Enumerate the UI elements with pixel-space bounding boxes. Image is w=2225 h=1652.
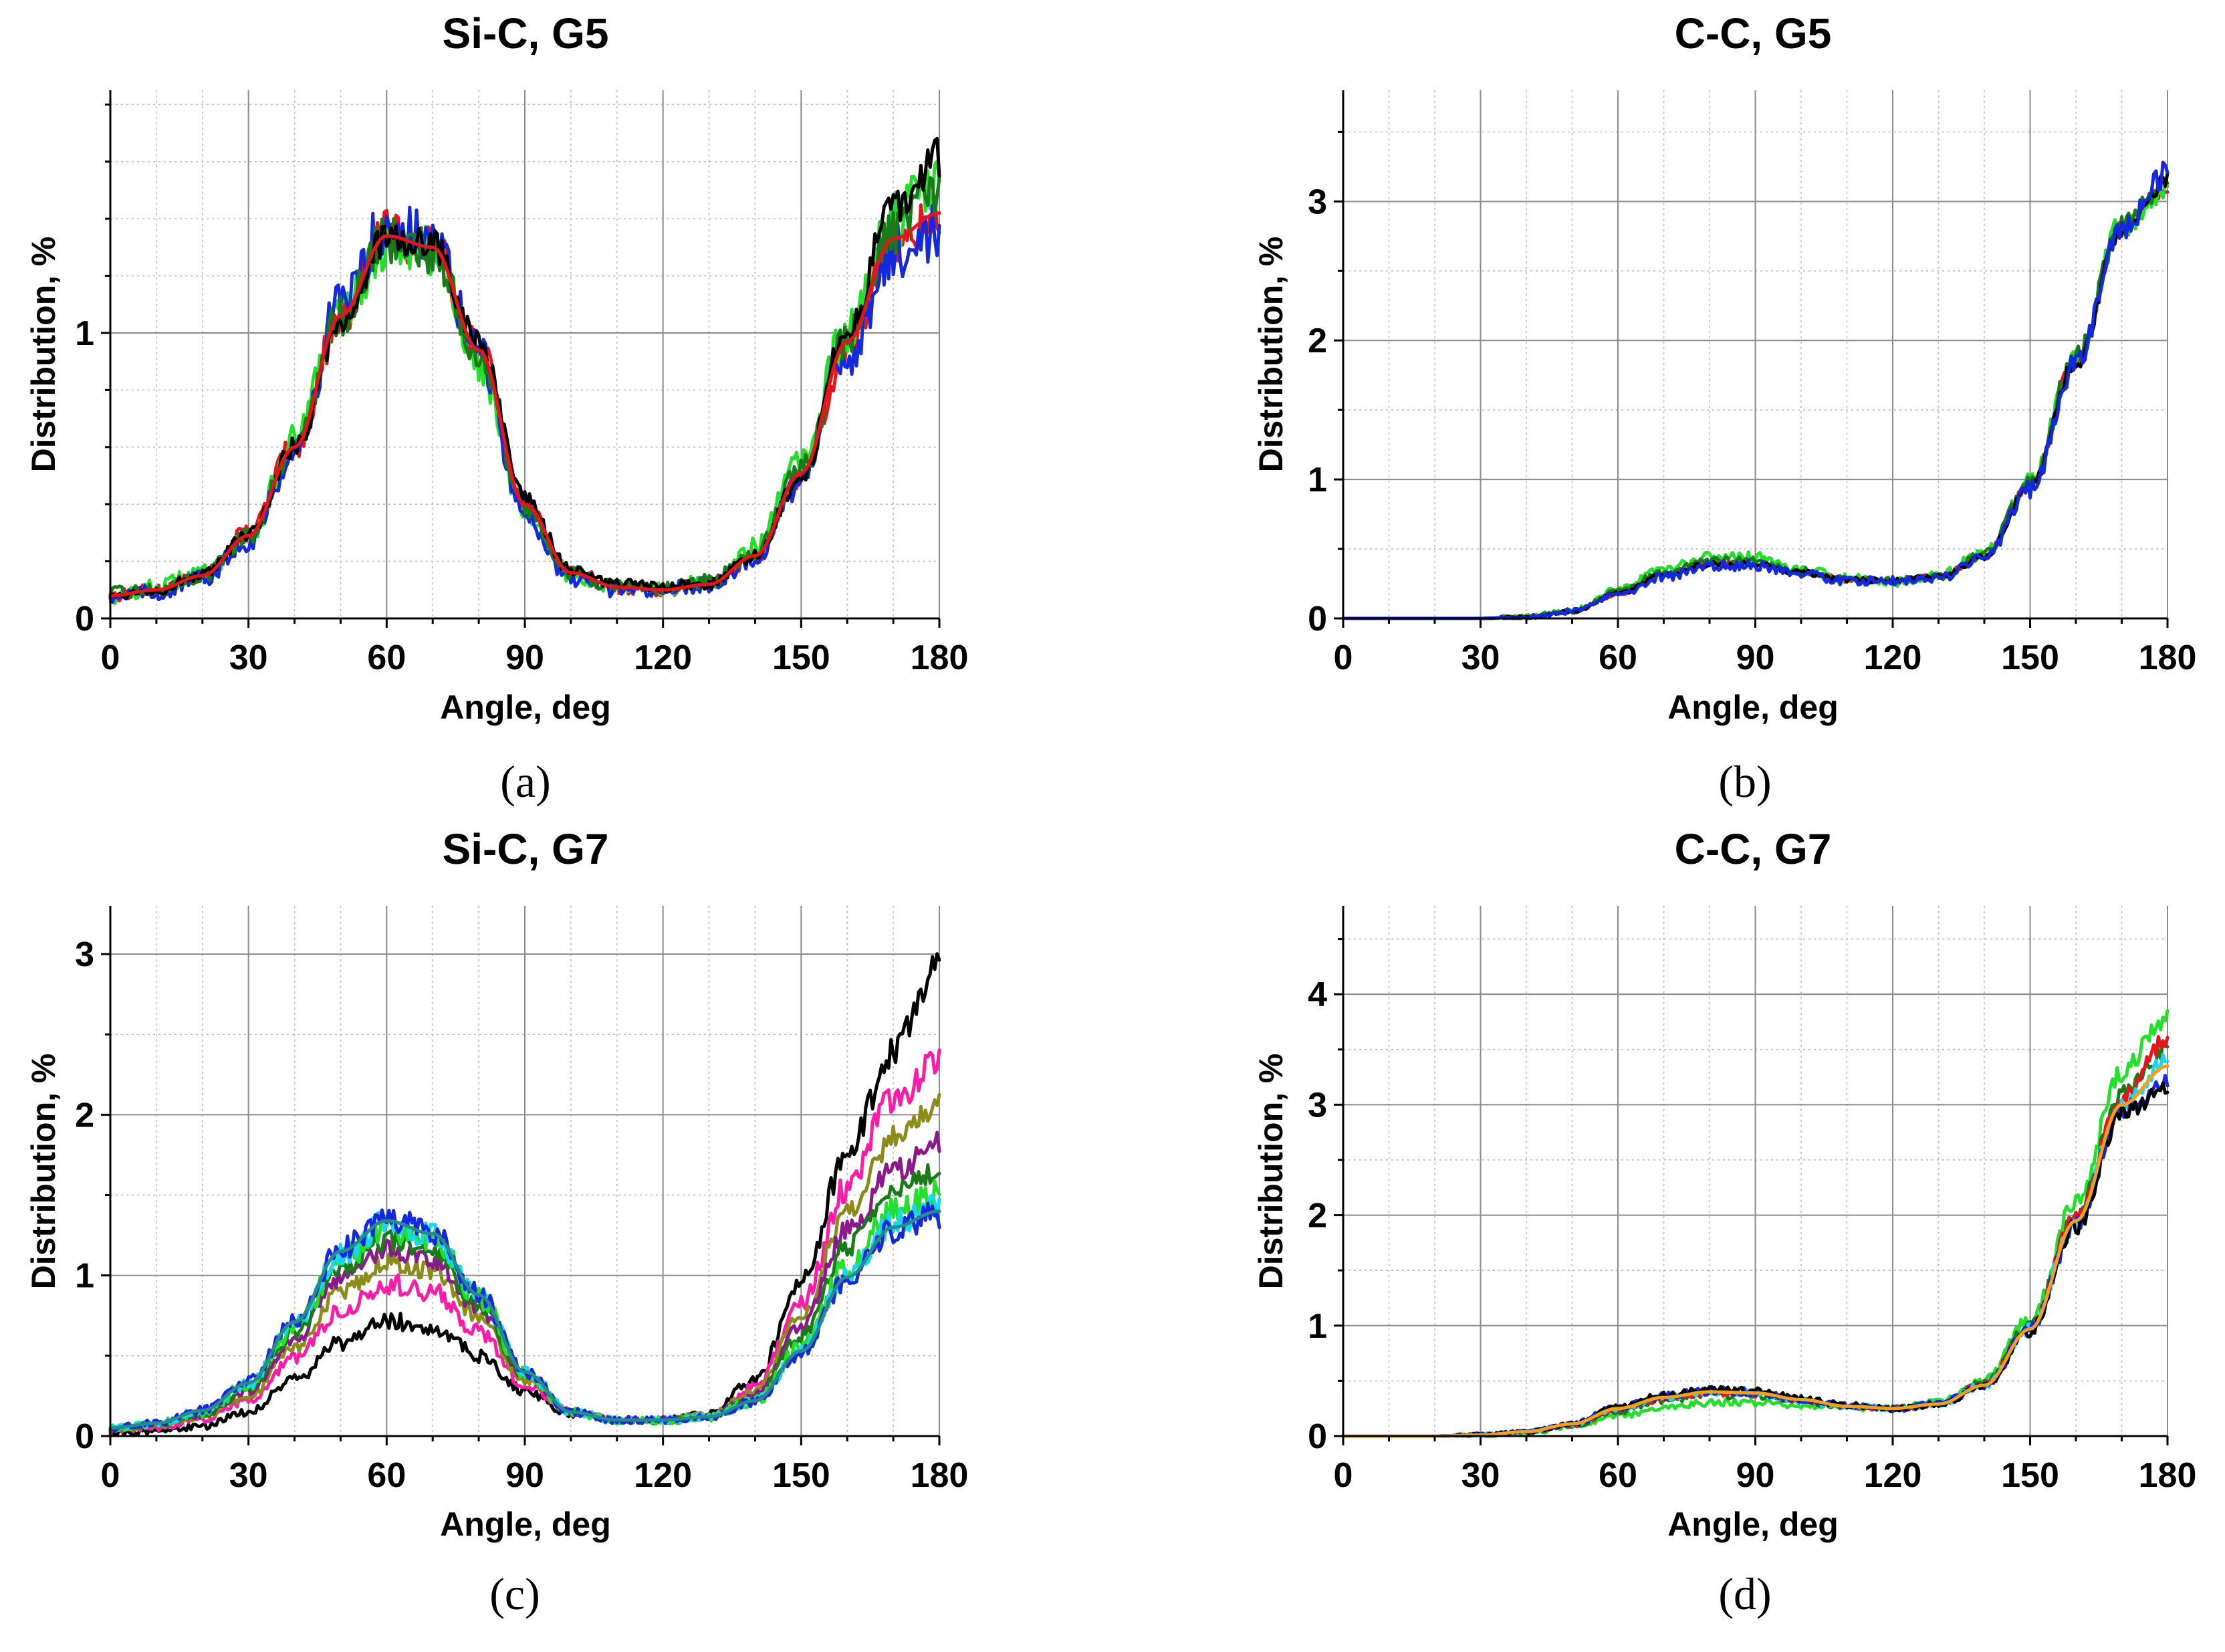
chart-panel-d: C-C, G7 0 30 60 90 120 150 180 0 1 2 3 4 Angle, deg…	[1112, 826, 2225, 1651]
y-tick-label: 2	[1308, 322, 1327, 360]
x-tick-label: 90	[505, 638, 544, 677]
y-tick-label: 1	[75, 1257, 94, 1296]
y-axis-label-a: Distribution, %	[25, 237, 62, 473]
y-tick-label: 1	[1308, 1307, 1327, 1346]
y-tick-label: 0	[1308, 600, 1327, 638]
x-tick-label: 180	[2139, 638, 2197, 677]
y-tick-label: 2	[1308, 1197, 1327, 1235]
x-tick-label: 150	[772, 638, 830, 677]
x-tick-label: 120	[1864, 1456, 1922, 1495]
grid-d	[1343, 906, 2168, 1436]
tick-labels-d: 0 30 60 90 120 150 180 0 1 2 3 4	[1308, 975, 2196, 1495]
y-tick-label: 3	[1308, 183, 1327, 221]
x-tick-label: 60	[367, 1456, 406, 1495]
x-tick-label: 150	[772, 1456, 830, 1495]
y-tick-label: 4	[1308, 975, 1327, 1014]
series-line-fit	[108, 1209, 941, 1430]
axes-b	[1334, 90, 2169, 628]
chart-title-b: C-C, G5	[1675, 9, 1832, 57]
x-tick-label: 90	[1736, 638, 1775, 677]
x-tick-label: 30	[229, 638, 268, 677]
series-line-run-1	[108, 952, 941, 1437]
x-tick-label: 120	[634, 638, 692, 677]
axes-c	[101, 906, 941, 1445]
y-tick-label: 2	[75, 1096, 94, 1135]
y-tick-label: 1	[1308, 461, 1327, 499]
series-line-run-2	[108, 1048, 941, 1436]
tick-labels-a: 0 30 60 90 120 150 180 0 1	[75, 314, 968, 677]
tick-labels-b: 0 30 60 90 120 150 180 0 1 2 3	[1308, 183, 2196, 677]
x-tick-label: 30	[229, 1456, 268, 1495]
axes-a	[101, 90, 941, 628]
x-tick-label: 0	[101, 1456, 120, 1495]
x-tick-label: 120	[634, 1456, 692, 1495]
chart-a: Si-C, G5 0 30 60 90 120 150 180 0 1 Angle, deg D…	[25, 9, 968, 807]
series-line-run-3	[108, 1092, 941, 1433]
chart-title-a: Si-C, G5	[443, 9, 609, 57]
y-axis-label-c: Distribution, %	[25, 1054, 62, 1290]
panel-caption-c: (c)	[489, 1568, 540, 1619]
chart-title-d: C-C, G7	[1675, 826, 1832, 873]
x-tick-label: 0	[101, 638, 120, 677]
series-line-fit	[108, 211, 941, 598]
x-axis-label-d: Angle, deg	[1667, 1506, 1839, 1543]
y-axis-label-b: Distribution, %	[1252, 237, 1290, 473]
x-tick-label: 180	[911, 1456, 969, 1495]
chart-panel-a: Si-C, G5 0 30 60 90 120 150 180 0 1 Angle, deg D…	[0, 0, 1112, 826]
y-tick-label: 3	[1308, 1086, 1327, 1125]
chart-panel-b: C-C, G5 0 30 60 90 120 150 180 0 1 2 3 Angle, deg …	[1112, 0, 2225, 826]
y-tick-label: 1	[75, 314, 94, 353]
chart-d: C-C, G7 0 30 60 90 120 150 180 0 1 2 3 4 Angle, deg…	[1252, 826, 2196, 1619]
axes-d	[1334, 906, 2169, 1445]
y-tick-label: 0	[75, 1417, 94, 1456]
panel-caption-b: (b)	[1718, 756, 1771, 807]
x-tick-label: 60	[1599, 638, 1637, 677]
y-axis-label-d: Distribution, %	[1252, 1054, 1290, 1290]
chart-c: Si-C, G7 0 30 60 90 120 150 180 0 1 2 3 Angle, deg…	[25, 826, 968, 1619]
grid-c	[110, 906, 940, 1436]
x-tick-label: 180	[911, 638, 969, 677]
x-tick-label: 150	[2001, 638, 2059, 677]
x-axis-label-a: Angle, deg	[440, 689, 611, 726]
x-axis-label-c: Angle, deg	[440, 1506, 611, 1543]
tick-labels-c: 0 30 60 90 120 150 180 0 1 2 3	[75, 935, 968, 1495]
x-tick-label: 30	[1461, 1456, 1500, 1495]
series-line-run-7	[108, 1193, 941, 1431]
series-line-run-4	[108, 176, 941, 599]
x-tick-label: 0	[1334, 638, 1353, 677]
grid-b	[1343, 90, 2168, 618]
y-tick-label: 0	[75, 600, 94, 638]
x-tick-label: 180	[2139, 1456, 2197, 1495]
x-tick-label: 0	[1334, 1456, 1353, 1495]
x-tick-label: 90	[505, 1456, 544, 1495]
series-line-fit	[1341, 1064, 2170, 1438]
series-group-a	[108, 136, 941, 605]
x-tick-label: 60	[367, 638, 406, 677]
x-tick-label: 30	[1461, 638, 1500, 677]
panel-caption-d: (d)	[1718, 1568, 1771, 1619]
x-tick-label: 90	[1736, 1456, 1775, 1495]
x-tick-label: 150	[2001, 1456, 2059, 1495]
x-tick-label: 60	[1599, 1456, 1637, 1495]
x-tick-label: 120	[1864, 638, 1922, 677]
chart-panel-c: Si-C, G7 0 30 60 90 120 150 180 0 1 2 3 Angle, deg…	[0, 826, 1112, 1651]
x-axis-label-b: Angle, deg	[1667, 689, 1839, 726]
y-tick-label: 3	[75, 935, 94, 974]
panel-caption-a: (a)	[500, 756, 550, 807]
chart-title-c: Si-C, G7	[443, 826, 609, 873]
series-group-c	[108, 952, 941, 1437]
y-tick-label: 0	[1308, 1417, 1327, 1456]
grid-a	[110, 90, 940, 618]
